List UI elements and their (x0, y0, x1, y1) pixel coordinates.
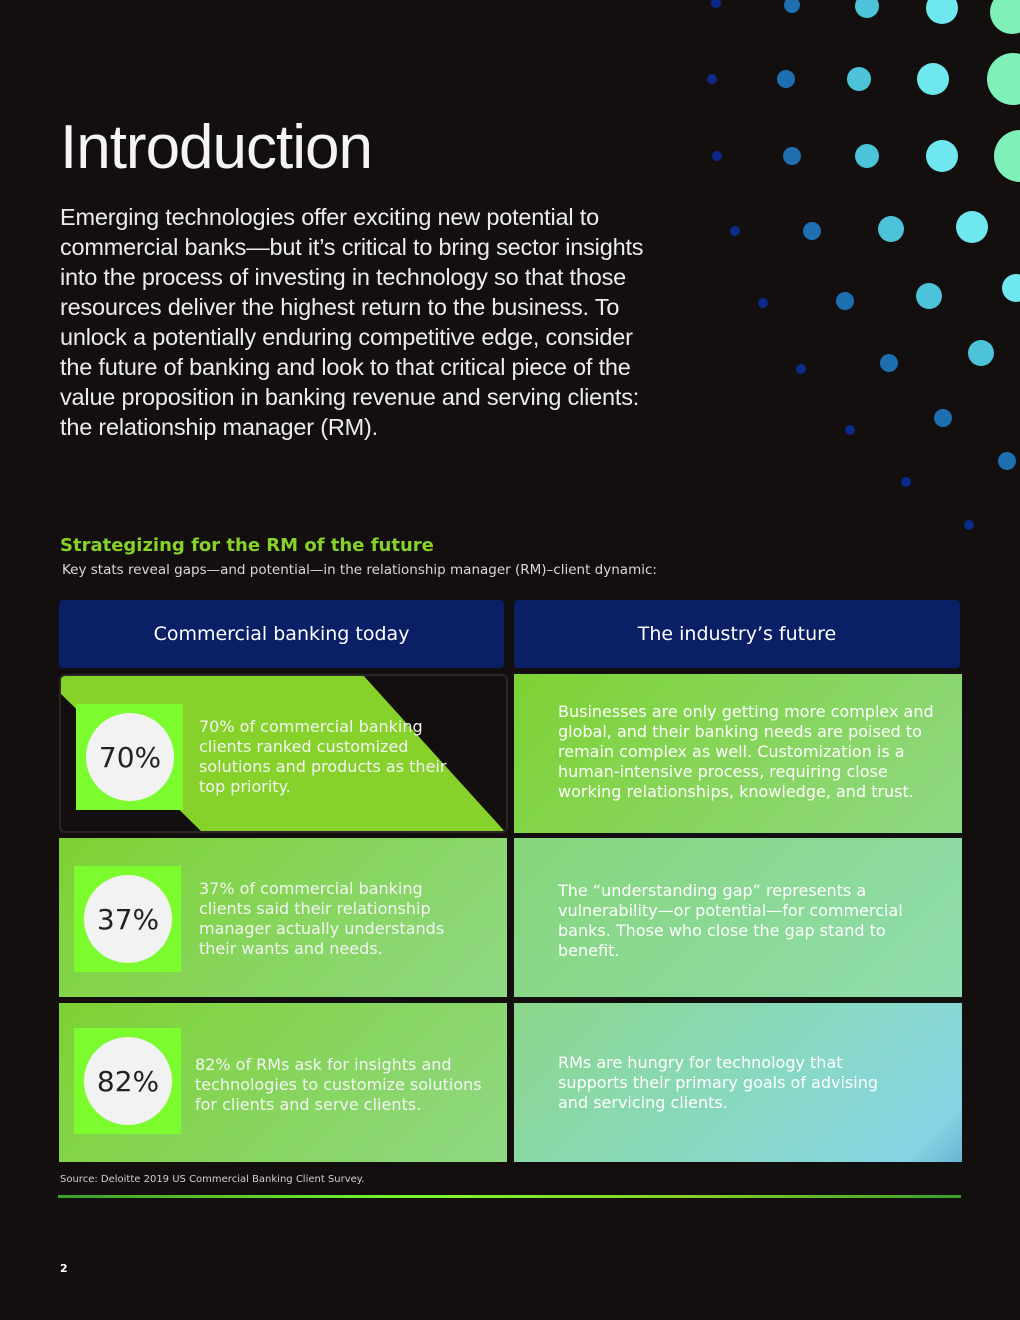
future-cell: The “understanding gap” represents a vul… (514, 838, 962, 997)
decorative-dot (968, 340, 994, 366)
stat-value: 37% (84, 875, 172, 963)
stat-value: 82% (84, 1037, 172, 1125)
decorative-dot (964, 520, 974, 530)
stat-text: 82% of RMs ask for insights and technolo… (195, 1055, 482, 1114)
decorative-dot (707, 74, 717, 84)
stat-badge: 82% (74, 1028, 181, 1134)
decorative-dot (878, 216, 904, 242)
stat-value: 70% (86, 713, 174, 801)
decorative-dot (987, 53, 1020, 105)
decorative-dot (994, 130, 1020, 182)
future-text: Businesses are only getting more complex… (558, 702, 934, 801)
stat-badge: 70% (76, 704, 183, 810)
intro-paragraph: Emerging technologies offer exciting new… (60, 204, 644, 440)
decorative-dot (783, 147, 801, 165)
decorative-dot (803, 222, 821, 240)
decorative-dot (777, 70, 795, 88)
decorative-dot (901, 477, 911, 487)
decorative-dot-pattern (707, 0, 1020, 530)
divider-rule (58, 1195, 961, 1198)
decorative-dot (711, 0, 721, 8)
future-text: The “understanding gap” represents a vul… (558, 881, 903, 960)
decorative-dot (926, 140, 958, 172)
page-title: Introduction (60, 113, 373, 182)
decorative-dot (784, 0, 800, 13)
decorative-dot (956, 211, 988, 243)
page-number: 2 (60, 1262, 68, 1275)
decorative-dot (990, 0, 1020, 34)
future-text: RMs are hungry for technology that suppo… (558, 1053, 878, 1112)
decorative-dot (880, 354, 898, 372)
decorative-dot (916, 283, 942, 309)
decorative-dot (796, 364, 806, 374)
future-cell: RMs are hungry for technology that suppo… (514, 1003, 962, 1162)
stat-text: 37% of commercial banking clients said t… (199, 879, 445, 958)
header-today: Commercial banking today (59, 600, 504, 668)
stat-cell-82: 82% 82% of RMs ask for insights and tech… (59, 1003, 507, 1162)
decorative-dot (855, 0, 879, 18)
decorative-dot (998, 452, 1016, 470)
decorative-dot (836, 292, 854, 310)
decorative-dot (712, 151, 722, 161)
decorative-dot (730, 226, 740, 236)
stat-cell-37: 37% 37% of commercial banking clients sa… (59, 838, 507, 997)
stat-cell-70: 70% 70% of commercial banking clients ra… (59, 674, 508, 833)
decorative-dot (758, 298, 768, 308)
decorative-dot (926, 0, 958, 24)
decorative-dot (917, 63, 949, 95)
stat-badge: 37% (74, 866, 181, 972)
source-note: Source: Deloitte 2019 US Commercial Bank… (60, 1174, 365, 1185)
section-subheading: Key stats reveal gaps—and potential—in t… (62, 562, 657, 578)
stat-text: 70% of commercial banking clients ranked… (199, 717, 447, 796)
future-cell: Businesses are only getting more complex… (514, 674, 962, 833)
decorative-dot (1002, 274, 1020, 302)
decorative-dot (847, 67, 871, 91)
decorative-dot (934, 409, 952, 427)
section-heading: Strategizing for the RM of the future (60, 535, 434, 556)
header-future: The industry’s future (514, 600, 960, 668)
decorative-dot (845, 425, 855, 435)
decorative-dot (855, 144, 879, 168)
